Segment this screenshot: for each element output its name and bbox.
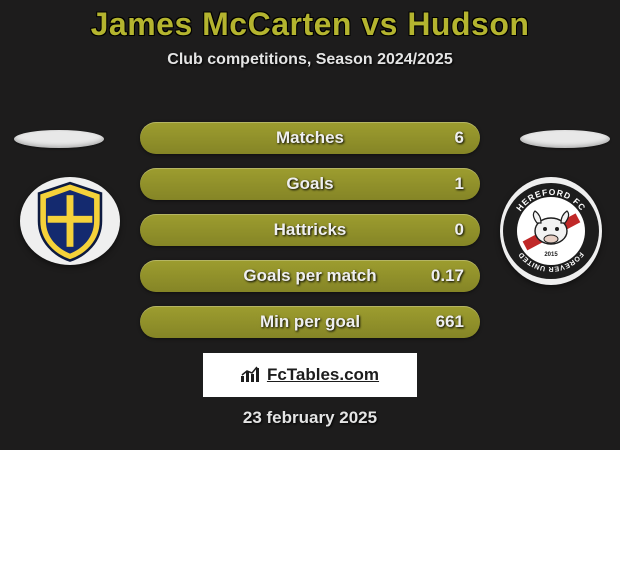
- stat-label: Min per goal: [140, 312, 480, 332]
- comparison-date: 23 february 2025: [0, 408, 620, 428]
- stat-row-goals-per-match: Goals per match 0.17: [140, 260, 480, 292]
- stat-row-goals: Goals 1: [140, 168, 480, 200]
- stat-row-matches: Matches 6: [140, 122, 480, 154]
- stat-value-right: 0.17: [431, 266, 464, 286]
- stat-value-right: 1: [455, 174, 464, 194]
- stat-label: Matches: [140, 128, 480, 148]
- subtitle: Club competitions, Season 2024/2025: [0, 51, 620, 69]
- stat-label: Goals: [140, 174, 480, 194]
- bar-chart-icon: [241, 366, 261, 384]
- stat-value-right: 0: [455, 220, 464, 240]
- stat-row-hattricks: Hattricks 0: [140, 214, 480, 246]
- stat-label: Goals per match: [140, 266, 480, 286]
- decor-ellipse-right: [520, 130, 610, 148]
- decor-ellipse-left: [14, 130, 104, 148]
- crest-icon: HEREFORD FC FOREVER UNITED 2015: [501, 181, 601, 281]
- stat-row-min-per-goal: Min per goal 661: [140, 306, 480, 338]
- branding-text: FcTables.com: [267, 365, 379, 385]
- stat-label: Hattricks: [140, 220, 480, 240]
- stats-rows: Matches 6 Goals 1 Hattricks 0 Goals per …: [140, 122, 480, 352]
- shield-icon: [27, 178, 113, 264]
- stat-value-right: 661: [436, 312, 464, 332]
- crest-year: 2015: [544, 252, 558, 258]
- stat-value-right: 6: [455, 128, 464, 148]
- comparison-card: James McCarten vs Hudson Club competitio…: [0, 0, 620, 450]
- branding-link[interactable]: FcTables.com: [202, 352, 418, 398]
- club-badge-right: HEREFORD FC FOREVER UNITED 2015: [500, 177, 602, 285]
- club-badge-left: [20, 177, 120, 265]
- page-title: James McCarten vs Hudson: [0, 0, 620, 43]
